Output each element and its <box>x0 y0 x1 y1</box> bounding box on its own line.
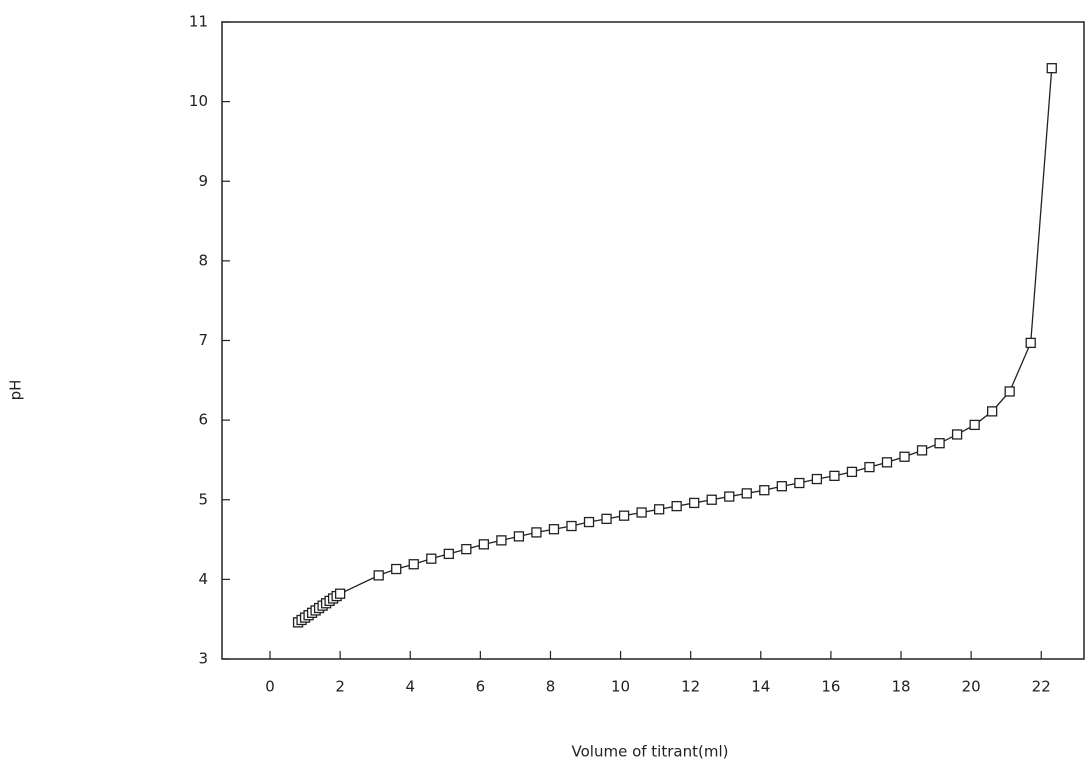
data-marker <box>334 588 346 599</box>
y-tick-label: 7 <box>198 331 208 349</box>
x-tick-label: 16 <box>821 678 840 696</box>
data-marker <box>583 516 595 528</box>
data-marker <box>601 513 612 525</box>
data-marker <box>636 507 647 518</box>
x-tick-label: 4 <box>405 678 415 696</box>
x-tick-label: 0 <box>265 678 275 696</box>
data-marker <box>706 494 717 505</box>
data-marker <box>724 491 735 502</box>
data-line <box>297 68 1053 623</box>
data-marker <box>829 470 840 482</box>
data-marker <box>1004 386 1015 397</box>
data-marker <box>671 500 682 512</box>
data-marker <box>689 497 700 509</box>
y-tick-label: 6 <box>198 411 208 429</box>
data-marker <box>741 488 752 499</box>
data-marker <box>899 451 910 462</box>
y-tick-label: 3 <box>198 650 208 668</box>
data-marker <box>443 548 454 560</box>
data-marker <box>461 543 472 555</box>
data-marker <box>408 559 419 570</box>
data-marker <box>759 485 770 496</box>
data-marker <box>478 539 490 550</box>
x-tick-label: 6 <box>476 678 486 696</box>
y-tick-label: 10 <box>189 92 208 110</box>
x-tick-label: 12 <box>681 678 700 696</box>
data-marker <box>951 429 963 440</box>
y-tick-label: 11 <box>189 13 208 31</box>
data-marker <box>776 481 787 492</box>
data-marker <box>496 535 507 546</box>
y-tick-label: 5 <box>198 490 208 508</box>
data-marker <box>566 520 577 532</box>
data-marker <box>987 406 998 417</box>
y-axis-label: pH <box>7 380 25 401</box>
data-marker <box>881 457 893 468</box>
data-marker <box>794 477 805 489</box>
x-tick-label: 22 <box>1032 678 1051 696</box>
data-marker <box>1046 63 1057 74</box>
data-marker <box>513 531 525 542</box>
data-marker <box>373 570 384 581</box>
x-tick-label: 2 <box>335 678 345 696</box>
y-tick-label: 9 <box>198 172 208 190</box>
data-marker <box>846 466 858 478</box>
data-marker <box>811 473 823 485</box>
data-marker <box>864 461 875 473</box>
data-marker <box>531 527 542 538</box>
x-axis-label: Volume of titrant(ml) <box>572 743 729 761</box>
plot-frame <box>221 21 1085 660</box>
data-marker <box>934 438 945 449</box>
x-tick-label: 20 <box>962 678 981 696</box>
data-marker <box>391 563 402 575</box>
x-tick-label: 18 <box>891 678 910 696</box>
data-marker <box>618 510 630 521</box>
data-marker <box>653 504 665 515</box>
y-tick-label: 8 <box>198 251 208 269</box>
data-marker <box>969 419 980 431</box>
data-marker <box>916 445 928 456</box>
x-tick-label: 8 <box>546 678 556 696</box>
data-marker <box>426 553 437 564</box>
data-marker <box>1025 337 1036 349</box>
y-tick-label: 4 <box>198 570 208 588</box>
data-marker <box>548 524 560 535</box>
x-tick-label: 10 <box>611 678 630 696</box>
x-tick-label: 14 <box>751 678 770 696</box>
